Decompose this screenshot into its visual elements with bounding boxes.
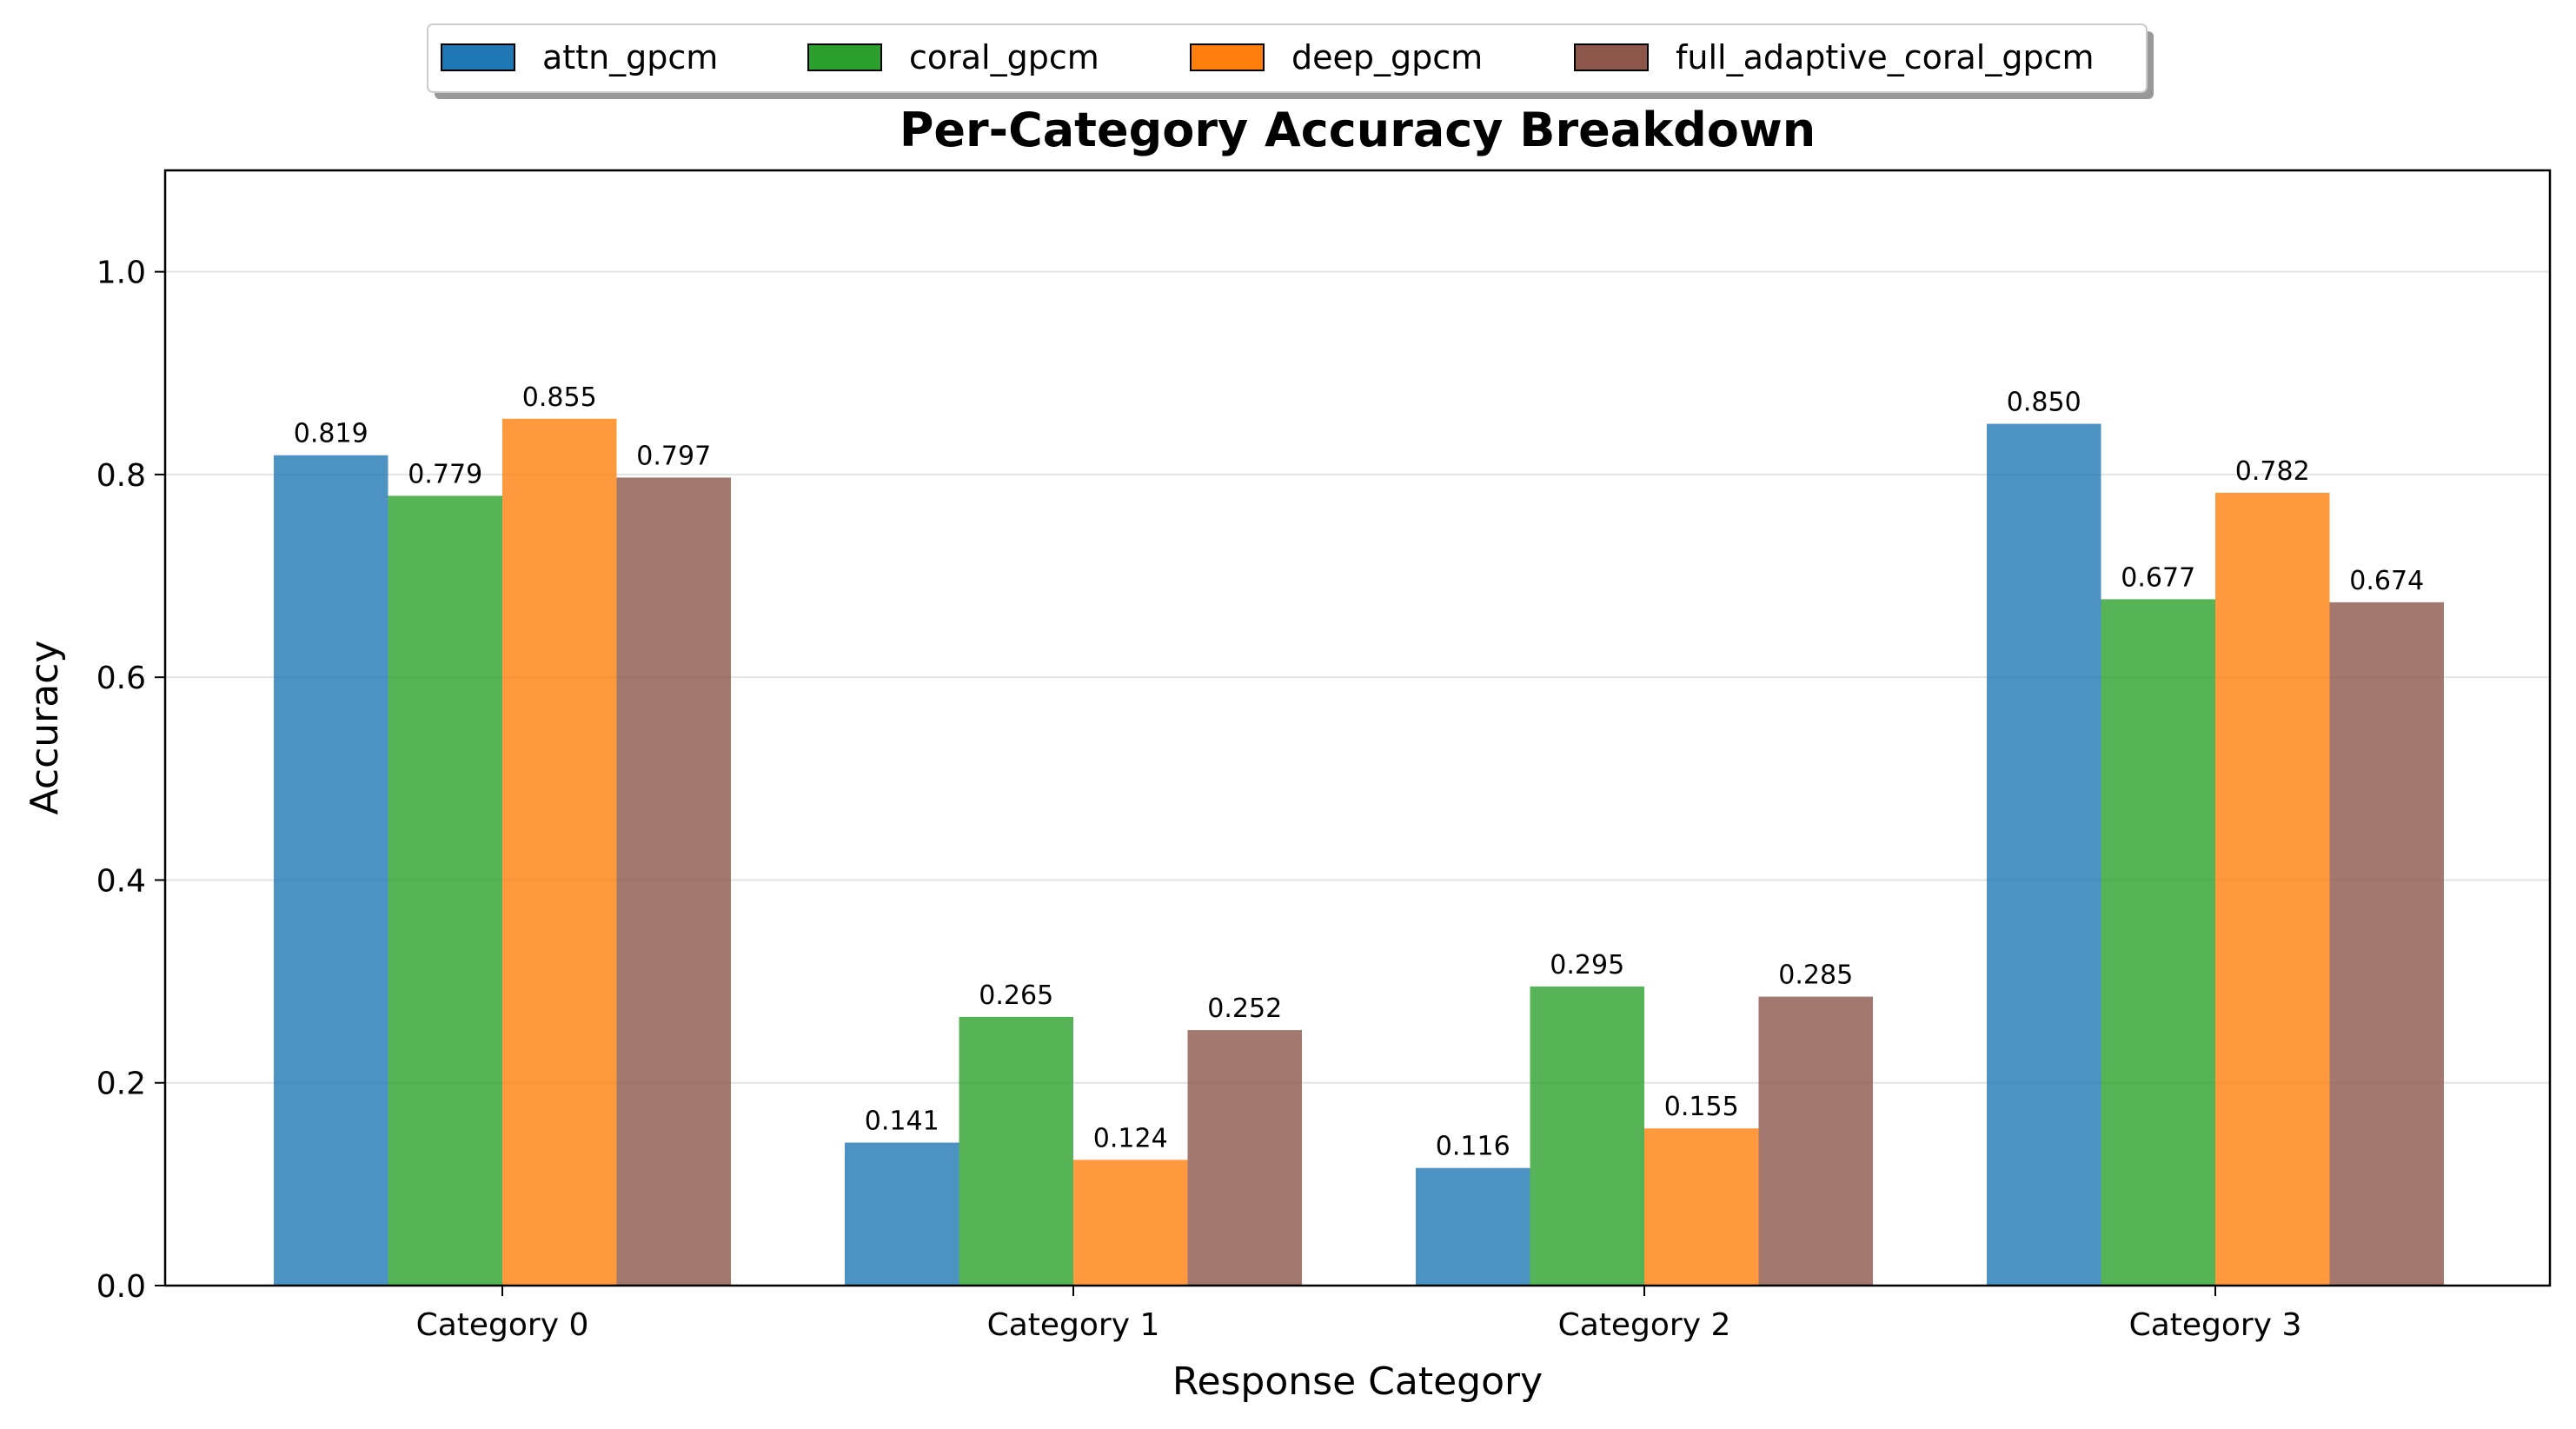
- legend-items: attn_gpcm coral_gpcm deep_gpcm full_adaptiv…: [441, 38, 2094, 76]
- bar: [274, 455, 388, 1286]
- bar: [1758, 996, 1873, 1286]
- bar: [1987, 423, 2101, 1286]
- bar: [1187, 1030, 1302, 1286]
- legend-swatch: [441, 43, 515, 71]
- x-axis-title: Response Category: [1172, 1359, 1543, 1404]
- bar-value-label: 0.116: [1436, 1132, 1510, 1162]
- bar: [959, 1016, 1073, 1286]
- x-tick-label: Category 2: [1558, 1307, 1731, 1343]
- bars: [274, 418, 2444, 1286]
- y-tick-label: 1.0: [96, 256, 146, 291]
- y-tick-label: 0.0: [96, 1269, 146, 1305]
- bar-value-label: 0.819: [294, 419, 368, 449]
- bar-value-label: 0.252: [1207, 994, 1282, 1024]
- bar-value-label: 0.155: [1664, 1092, 1739, 1122]
- plot-frame: [163, 169, 2552, 1287]
- bar: [2329, 602, 2444, 1286]
- y-tick-label: 0.6: [96, 661, 146, 696]
- bar-value-label: 0.295: [1550, 950, 1624, 980]
- bar-value-label: 0.782: [2235, 456, 2310, 487]
- bar: [1530, 986, 1644, 1286]
- y-tick-label: 0.8: [96, 458, 146, 494]
- bar: [388, 495, 502, 1286]
- legend-label: coral_gpcm: [909, 38, 1099, 76]
- bar-value-label: 0.855: [522, 382, 597, 413]
- bar: [2101, 599, 2215, 1286]
- legend-label: attn_gpcm: [542, 38, 718, 76]
- legend-swatch: [1190, 43, 1265, 71]
- bar: [616, 477, 731, 1286]
- y-axis-title: Accuracy: [23, 641, 67, 815]
- bar-value-label: 0.850: [2007, 388, 2081, 418]
- bar: [2215, 492, 2330, 1286]
- x-tick-label: Category 1: [987, 1307, 1160, 1343]
- x-tick-label: Category 0: [416, 1307, 589, 1343]
- bar: [845, 1142, 959, 1286]
- bar-value-label: 0.779: [408, 459, 482, 489]
- legend-swatch: [807, 43, 882, 71]
- chart-title: Per-Category Accuracy Breakdown: [900, 103, 1816, 157]
- bar: [1644, 1128, 1759, 1286]
- bar-value-label: 0.265: [979, 980, 1053, 1011]
- bar-value-label: 0.674: [2349, 566, 2424, 596]
- bar: [502, 418, 617, 1286]
- bar-value-label: 0.797: [636, 441, 711, 471]
- y-tick-label: 0.4: [96, 863, 146, 899]
- y-axis: 0.0 0.2 0.4 0.6 0.8 1.0: [96, 256, 165, 1305]
- legend-swatch: [1574, 43, 1649, 71]
- bar-value-label: 0.285: [1778, 960, 1853, 991]
- legend: attn_gpcm coral_gpcm deep_gpcm full_adaptiv…: [427, 23, 2154, 99]
- y-tick-label: 0.2: [96, 1067, 146, 1102]
- bar: [1416, 1167, 1530, 1286]
- legend-label: full_adaptive_coral_gpcm: [1676, 38, 2094, 76]
- x-axis: Category 0 Category 1 Category 2 Category 3: [416, 1286, 2302, 1343]
- legend-box: [427, 23, 2148, 93]
- bar-value-label: 0.124: [1093, 1123, 1168, 1153]
- x-tick-label: Category 3: [2129, 1307, 2302, 1343]
- value-labels: 0.819 0.141 0.116 0.850 0.779 0.265 0.295 0.677…: [294, 382, 2424, 1162]
- legend-label: deep_gpcm: [1291, 38, 1483, 76]
- bar-value-label: 0.677: [2121, 562, 2195, 593]
- bar-value-label: 0.141: [865, 1107, 939, 1137]
- bar: [1073, 1160, 1188, 1286]
